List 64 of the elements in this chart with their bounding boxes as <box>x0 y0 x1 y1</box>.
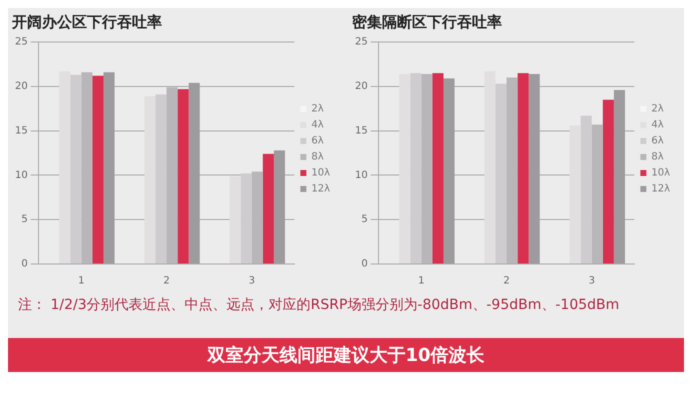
legend-label: 2λ <box>311 104 324 115</box>
y-tick-label: 15 <box>354 125 368 136</box>
bar <box>252 172 263 264</box>
legend-label: 4λ <box>651 120 664 131</box>
y-tick-label: 5 <box>361 214 368 226</box>
x-tick-label: 3 <box>588 276 595 287</box>
bar <box>410 73 422 264</box>
bar <box>262 154 274 264</box>
bar <box>230 176 241 264</box>
bar <box>399 74 410 264</box>
bar <box>178 89 189 264</box>
bar <box>421 74 432 264</box>
x-tick-label: 2 <box>503 276 510 287</box>
bar <box>59 71 70 264</box>
text: 双室分天线间距建议大于10倍波长 <box>8 338 684 372</box>
legend-label: 12λ <box>651 184 670 195</box>
legend-label: 8λ <box>651 152 664 163</box>
bar <box>495 84 507 264</box>
bar <box>166 87 178 264</box>
legend-label: 6λ <box>651 136 664 147</box>
bar <box>92 76 104 264</box>
bar <box>602 100 614 264</box>
bar <box>155 94 167 264</box>
bar <box>570 125 581 264</box>
bar <box>81 72 92 264</box>
bar <box>614 90 625 264</box>
bar <box>432 73 444 264</box>
legend-label: 10λ <box>651 168 670 179</box>
y-tick-label: 10 <box>354 170 368 181</box>
x-tick-label: 1 <box>78 276 85 287</box>
y-tick-label: 0 <box>361 258 368 270</box>
bar <box>506 78 518 264</box>
legend-label: 2λ <box>651 104 664 115</box>
bar <box>528 74 540 264</box>
bar <box>484 71 496 264</box>
bar <box>592 124 603 264</box>
bar <box>240 173 252 264</box>
x-tick-label: 1 <box>418 276 425 287</box>
x-tick-label: 3 <box>248 276 255 287</box>
chart-title: 密集隔断区下行吞吐率 <box>352 12 502 31</box>
y-tick-label: 20 <box>354 80 368 92</box>
y-tick-label: 5 <box>21 214 28 226</box>
bar <box>144 96 156 264</box>
bar <box>443 78 455 264</box>
bar <box>103 72 115 264</box>
bar <box>580 116 592 264</box>
y-tick-label: 15 <box>14 125 28 136</box>
legend-label: 12λ <box>311 184 330 195</box>
x-tick-label: 2 <box>163 276 170 287</box>
legend-label: 6λ <box>311 136 324 147</box>
bar <box>188 82 200 264</box>
text: 注： 1/2/3分别代表近点、中点、远点，对应的RSRP场强分别为-80dBm、-95dBm、-105dBm <box>17 296 620 314</box>
bar <box>70 74 82 264</box>
bar <box>274 150 285 264</box>
legend-label: 10λ <box>311 168 330 179</box>
y-tick-label: 0 <box>21 258 28 270</box>
legend-label: 8λ <box>311 152 324 163</box>
chart-title: 开阔办公区下行吞吐率 <box>11 12 162 31</box>
bar <box>518 73 529 264</box>
legend-label: 4λ <box>311 120 324 131</box>
y-tick-label: 20 <box>14 80 28 92</box>
y-tick-label: 10 <box>14 170 28 181</box>
y-tick-label: 25 <box>354 36 368 48</box>
y-tick-label: 25 <box>14 36 28 48</box>
